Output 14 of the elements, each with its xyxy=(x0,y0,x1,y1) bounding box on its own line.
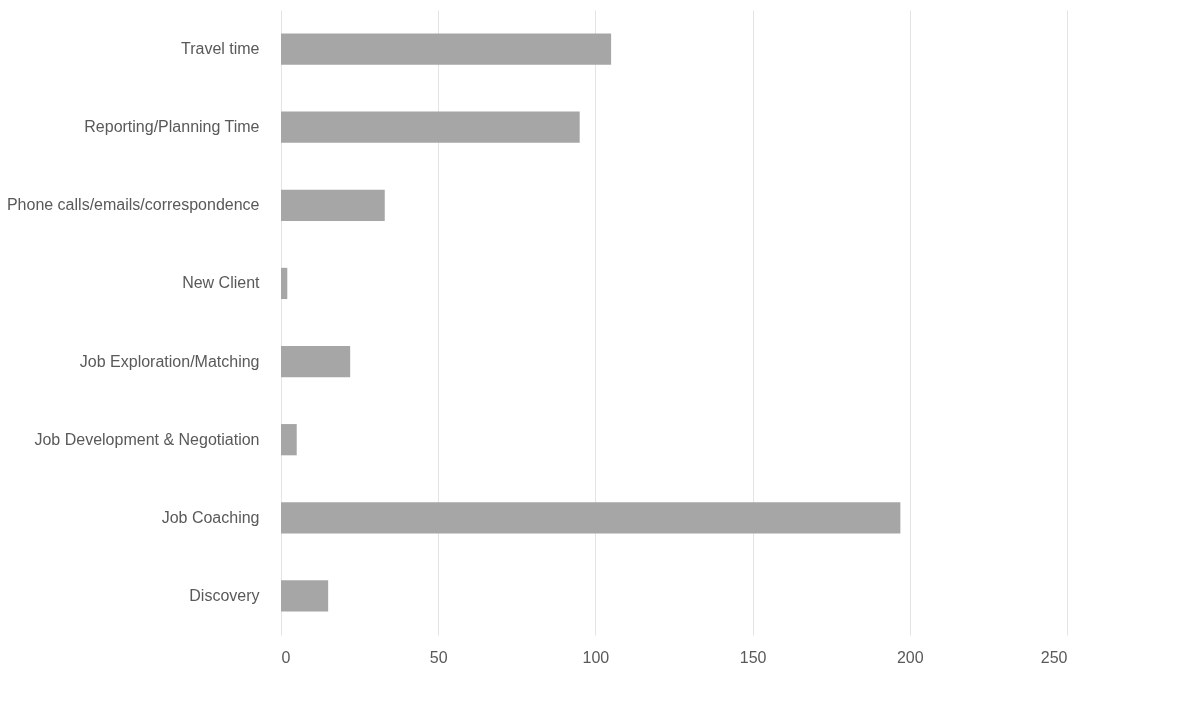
x-tick-label: 250 xyxy=(1040,648,1068,666)
x-tick-label: 200 xyxy=(896,648,924,666)
x-tick-label: 50 xyxy=(429,648,448,666)
x-tick-label: 0 xyxy=(281,648,291,666)
y-tick-label: Job Exploration/Matching xyxy=(79,352,260,370)
y-tick-label: New Client xyxy=(182,274,261,292)
y-tick-label: Reporting/Planning Time xyxy=(84,118,260,136)
x-tick-label: 150 xyxy=(739,648,767,666)
y-tick-label: Job Coaching xyxy=(161,508,260,526)
y-tick-label: Travel time xyxy=(180,40,260,58)
y-tick-label: Job Development & Negotiation xyxy=(34,430,260,448)
y-tick-label: Phone calls/emails/correspondence xyxy=(6,196,260,214)
y-tick-label: Discovery xyxy=(189,586,260,604)
x-tick-label: 100 xyxy=(582,648,610,666)
